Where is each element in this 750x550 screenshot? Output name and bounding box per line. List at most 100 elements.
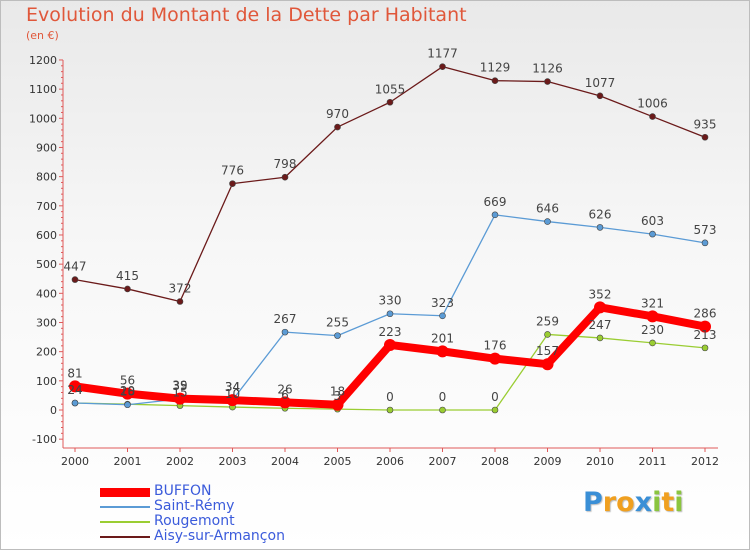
data-point xyxy=(649,230,656,238)
logo-letter: P xyxy=(583,487,603,518)
data-point xyxy=(596,224,604,231)
data-point xyxy=(701,344,709,352)
y-tick-label: -100 xyxy=(32,433,57,446)
data-point xyxy=(646,310,659,323)
data-label: 798 xyxy=(274,157,297,171)
logo-letter: r xyxy=(602,487,617,518)
data-point xyxy=(71,399,79,407)
x-tick-label: 2006 xyxy=(376,455,404,468)
y-tick-label: 300 xyxy=(36,316,57,329)
logo-letter: i xyxy=(674,487,684,518)
y-tick-label: 100 xyxy=(36,375,57,388)
data-point xyxy=(121,387,134,400)
data-point xyxy=(439,312,446,320)
legend-item: Rougemont xyxy=(100,514,400,529)
data-label: 573 xyxy=(694,223,717,237)
data-label: 24 xyxy=(67,383,82,397)
data-label: 20 xyxy=(120,384,135,398)
data-label: 18 xyxy=(330,385,345,399)
x-tick-label: 2008 xyxy=(481,455,509,468)
logo-letter: i xyxy=(652,487,662,518)
y-tick-label: 500 xyxy=(36,258,57,271)
data-point xyxy=(279,396,291,409)
data-label: 3 xyxy=(334,389,342,403)
data-point xyxy=(491,77,499,84)
data-label: 223 xyxy=(379,325,402,339)
data-label: 372 xyxy=(169,281,192,295)
data-label: 626 xyxy=(589,207,612,221)
data-label: 255 xyxy=(326,316,349,330)
chart-title: Evolution du Montant de la Dette par Hab… xyxy=(26,4,467,26)
data-label: 259 xyxy=(536,314,559,328)
legend-label: Aisy-sur-Armançon xyxy=(154,528,285,544)
data-label: 35 xyxy=(172,379,187,393)
data-label: 34 xyxy=(225,380,240,394)
y-tick-label: 0 xyxy=(50,404,57,417)
legend-label: BUFFON xyxy=(154,483,212,499)
data-label: 24 xyxy=(67,383,82,397)
data-point xyxy=(699,320,711,333)
data-point xyxy=(544,331,551,338)
logo-letter: o xyxy=(616,487,635,518)
data-point xyxy=(649,113,656,120)
data-label: 646 xyxy=(536,202,559,216)
x-tick-label: 2002 xyxy=(166,455,194,468)
x-tick-label: 2010 xyxy=(586,455,614,468)
legend-item: BUFFON xyxy=(100,484,400,499)
data-label: 201 xyxy=(431,331,454,345)
data-point xyxy=(334,123,341,131)
data-point xyxy=(71,276,79,283)
legend-swatch xyxy=(100,521,150,523)
data-point xyxy=(229,180,236,187)
data-label: 669 xyxy=(484,195,507,209)
data-label: 247 xyxy=(589,318,612,332)
logo-letter: t xyxy=(661,487,675,518)
data-point xyxy=(176,298,184,305)
data-point xyxy=(331,398,344,411)
data-label: 330 xyxy=(379,294,402,308)
data-point xyxy=(334,332,341,339)
data-point xyxy=(226,394,239,407)
legend: BUFFON Saint-Rémy Rougemont Aisy-sur-Armanç… xyxy=(100,484,400,544)
data-label: 157 xyxy=(536,344,559,358)
data-point xyxy=(596,334,604,342)
data-label: 15 xyxy=(172,386,187,400)
data-label: 267 xyxy=(274,312,297,326)
data-point xyxy=(281,173,289,181)
x-tick-label: 2007 xyxy=(429,455,457,468)
data-label: 352 xyxy=(589,287,612,301)
data-label: 1077 xyxy=(585,76,616,90)
legend-label: Saint-Rémy xyxy=(154,498,235,514)
legend-swatch xyxy=(100,506,150,508)
data-label: 0 xyxy=(491,390,499,404)
data-label: 447 xyxy=(64,260,87,274)
data-point xyxy=(436,345,449,358)
data-label: 34 xyxy=(225,380,240,394)
x-tick-label: 2009 xyxy=(534,455,562,468)
data-label: 81 xyxy=(67,366,82,380)
x-tick-label: 2000 xyxy=(61,455,89,468)
x-tick-label: 2012 xyxy=(691,455,719,468)
data-label: 603 xyxy=(641,214,664,228)
data-label: 970 xyxy=(326,107,349,121)
y-tick-label: 700 xyxy=(36,200,57,213)
x-tick-label: 2011 xyxy=(639,455,667,468)
x-tick-label: 2001 xyxy=(114,455,142,468)
proxiti-logo: Proxiti xyxy=(583,487,684,518)
data-point xyxy=(701,133,709,141)
x-tick-label: 2004 xyxy=(271,455,299,468)
data-label: 1055 xyxy=(375,82,406,96)
legend-label: Rougemont xyxy=(154,513,235,529)
y-tick-label: 1000 xyxy=(29,112,57,125)
legend-item: Aisy-sur-Armançon xyxy=(100,529,400,544)
data-label: 935 xyxy=(694,117,717,131)
data-label: 1129 xyxy=(480,61,511,75)
data-point xyxy=(386,310,394,318)
data-point xyxy=(124,401,131,409)
legend-swatch xyxy=(100,536,150,538)
data-label: 10 xyxy=(225,387,240,401)
x-tick-label: 2005 xyxy=(324,455,352,468)
data-point xyxy=(124,285,131,293)
data-label: 26 xyxy=(277,382,292,396)
